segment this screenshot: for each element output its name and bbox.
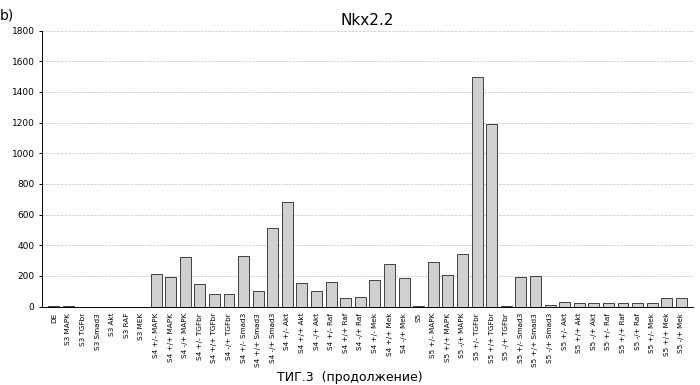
Bar [472, 77, 482, 306]
Title: Nkx2.2: Nkx2.2 [341, 13, 394, 28]
Bar [559, 302, 570, 306]
Bar [340, 298, 351, 306]
Bar [326, 282, 337, 306]
Bar [574, 303, 584, 306]
Bar [384, 264, 395, 306]
Bar [282, 202, 293, 306]
Bar [180, 258, 190, 306]
Bar [589, 303, 599, 306]
Bar [617, 303, 629, 306]
Bar [676, 298, 687, 306]
Bar [195, 283, 205, 306]
Bar [662, 298, 672, 306]
Bar [253, 291, 264, 306]
Bar [457, 254, 468, 306]
Bar [165, 277, 176, 306]
Bar [647, 303, 658, 306]
Bar [486, 124, 497, 306]
Bar [297, 283, 307, 306]
Bar [311, 291, 322, 306]
Bar [632, 303, 643, 306]
Bar [223, 294, 235, 306]
Bar [545, 305, 556, 306]
Bar [209, 294, 220, 306]
Bar [267, 228, 278, 306]
Bar [238, 256, 249, 306]
Bar [530, 276, 541, 306]
Bar [603, 303, 614, 306]
Bar [428, 262, 439, 306]
Text: b): b) [0, 8, 14, 23]
Bar [150, 275, 162, 306]
Bar [398, 278, 409, 306]
Bar [370, 280, 380, 306]
Bar [355, 297, 366, 306]
Bar [515, 277, 526, 306]
Bar [442, 275, 454, 306]
Text: ΤИГ.3  (продолжение): ΤИГ.3 (продолжение) [277, 371, 423, 384]
